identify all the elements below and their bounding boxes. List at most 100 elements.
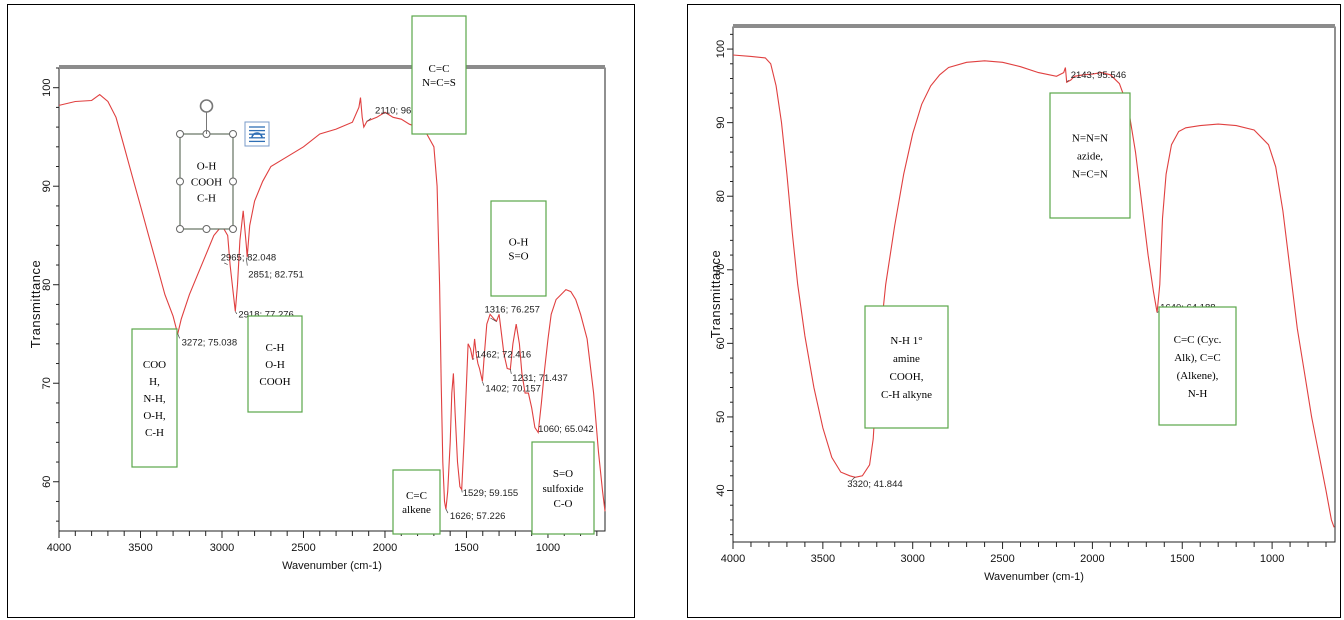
x-tick-label: 2000 xyxy=(1080,553,1104,565)
annotation-text: N-H 1° xyxy=(890,335,922,347)
peak-label: 1231; 71.437 xyxy=(512,373,567,384)
x-tick-label: 3000 xyxy=(900,553,924,565)
selection-handle xyxy=(229,177,237,186)
annotation-frame xyxy=(392,469,441,535)
annotation-box: S=O sulfoxide C-O xyxy=(531,441,595,535)
peak-marker xyxy=(850,476,856,482)
peak-label: 2965; 82.048 xyxy=(221,253,276,264)
peak-marker xyxy=(509,369,512,374)
annotation-box: C-H O-H COOH xyxy=(247,315,303,413)
annotation-text: O-H, xyxy=(143,410,166,422)
annotation-box: COO H, N-H, O-H, C-H xyxy=(131,328,178,468)
annotation-text: N=C=S xyxy=(422,77,456,89)
peak-marker xyxy=(445,508,449,514)
x-tick-label: 1500 xyxy=(454,542,478,554)
plot-frame xyxy=(732,26,1336,543)
ir-spectrum-left-svg: 4000 3500 3000 2500 2000 1500 1000 Wavenumber (… xyxy=(7,4,635,618)
annotation-box: O-H S=O xyxy=(490,200,547,297)
peak-label: 1060; 65.042 xyxy=(538,424,593,435)
annotation-text: S=O xyxy=(553,468,573,480)
peak-marker xyxy=(1066,79,1069,83)
annotation-text: COOH xyxy=(191,177,222,189)
annotation-text: N-H, xyxy=(143,393,166,405)
annotation-text: C-H xyxy=(266,342,285,354)
x-tick-label: 2500 xyxy=(990,553,1014,565)
y-tick-label: 100 xyxy=(41,79,53,97)
peak-label: 1626; 57.226 xyxy=(450,511,505,522)
annotation-frame xyxy=(131,328,178,468)
x-axis: 4000 3500 3000 2500 2000 1500 1000 xyxy=(721,542,1327,565)
y-axis-label: Transmittance xyxy=(708,250,723,338)
x-tick-label: 3500 xyxy=(128,542,152,554)
peak-marker xyxy=(1156,311,1159,313)
peak-marker xyxy=(490,317,497,322)
ir-spectrum-left-figure: 4000 3500 3000 2500 2000 1500 1000 Wavenumber (… xyxy=(7,4,635,618)
annotation-frame xyxy=(1049,92,1131,219)
ir-spectrum-right-figure: 4000 3500 3000 2500 2000 1500 1000 Wavenumber (… xyxy=(687,4,1341,618)
annotation-text: (Alkene), xyxy=(1177,370,1219,382)
y-tick-label: 80 xyxy=(41,279,53,291)
annotation-text: O-H xyxy=(509,237,529,249)
layout-options-arc xyxy=(251,132,263,139)
annotation-text: COOH, xyxy=(890,371,924,383)
annotation-text: C=C xyxy=(429,63,450,75)
y-tick-label: 60 xyxy=(715,337,727,349)
annotation-frame xyxy=(490,200,547,297)
y-tick-label: 70 xyxy=(715,264,727,276)
peak-label: 2918; 77.276 xyxy=(238,310,293,321)
x-tick-label: 4000 xyxy=(721,553,745,565)
annotation-text: S=O xyxy=(508,251,528,263)
annotation-frame xyxy=(1158,306,1237,426)
selection-handle xyxy=(229,225,237,233)
peak-marker xyxy=(461,489,463,493)
spectrum-line xyxy=(732,54,1335,528)
plot-top-bar xyxy=(733,24,1335,28)
peak-label: 2143; 95.546 xyxy=(1071,70,1126,81)
y-axis: 40 50 60 70 80 90 100 xyxy=(715,33,733,536)
annotation-box: C=C alkene xyxy=(392,469,441,535)
annotation-box: N=N=N azide, N=C=N xyxy=(1049,92,1131,219)
x-tick-label: 3500 xyxy=(811,553,835,565)
peak-label: 1529; 59.155 xyxy=(463,488,518,499)
peak-marker xyxy=(482,381,485,386)
selection-handle xyxy=(176,177,184,186)
annotation-frame xyxy=(247,315,303,413)
annotation-text: sulfoxide xyxy=(543,483,584,495)
y-tick-label: 80 xyxy=(715,190,727,202)
annotation-frame xyxy=(864,305,949,429)
y-tick-label: 60 xyxy=(41,476,53,488)
annotation-box: O-H COOH C-H xyxy=(176,99,270,233)
peak-marker xyxy=(224,262,228,265)
y-tick-label: 70 xyxy=(41,377,53,389)
annotation-box: C=C (Cyc. Alk), C=C (Alkene), N-H xyxy=(1158,306,1237,426)
y-tick-label: 90 xyxy=(715,117,727,129)
peak-label: 2851; 82.751 xyxy=(248,270,303,281)
peak-marker xyxy=(366,117,372,122)
peak-label: 2110; 96.578 xyxy=(375,105,430,116)
annotation-text: azide, xyxy=(1077,151,1103,163)
plot-top-bar xyxy=(59,65,605,69)
annotation-text: COOH xyxy=(259,376,290,388)
y-tick-label: 40 xyxy=(715,484,727,496)
annotation-box: N-H 1° amine COOH, C-H alkyne xyxy=(864,305,949,429)
y-axis: 60 70 80 90 100 xyxy=(41,67,59,522)
peak-label: 1462; 72.416 xyxy=(476,349,531,360)
annotation-text: N=N=N xyxy=(1072,133,1108,145)
spectrum-line xyxy=(58,93,606,512)
annotation-frame xyxy=(411,15,467,135)
peak-marker xyxy=(235,311,238,315)
peak-marker xyxy=(245,257,248,266)
selection-handle xyxy=(202,225,211,233)
annotation-text: C=C (Cyc. xyxy=(1174,334,1222,346)
y-tick-label: 50 xyxy=(715,411,727,423)
annotation-text: O-H xyxy=(197,161,217,173)
selection-handle xyxy=(229,130,237,138)
x-tick-label: 1000 xyxy=(1260,553,1284,565)
x-tick-label: 2000 xyxy=(373,542,397,554)
peak-label: 1402; 70.157 xyxy=(485,384,540,395)
annotation-frame xyxy=(531,441,595,535)
x-axis-label: Wavenumber (cm-1) xyxy=(984,571,1084,583)
annotation-text: C-O xyxy=(554,498,573,510)
y-tick-label: 90 xyxy=(41,180,53,192)
annotation-text: C=C xyxy=(406,490,427,502)
